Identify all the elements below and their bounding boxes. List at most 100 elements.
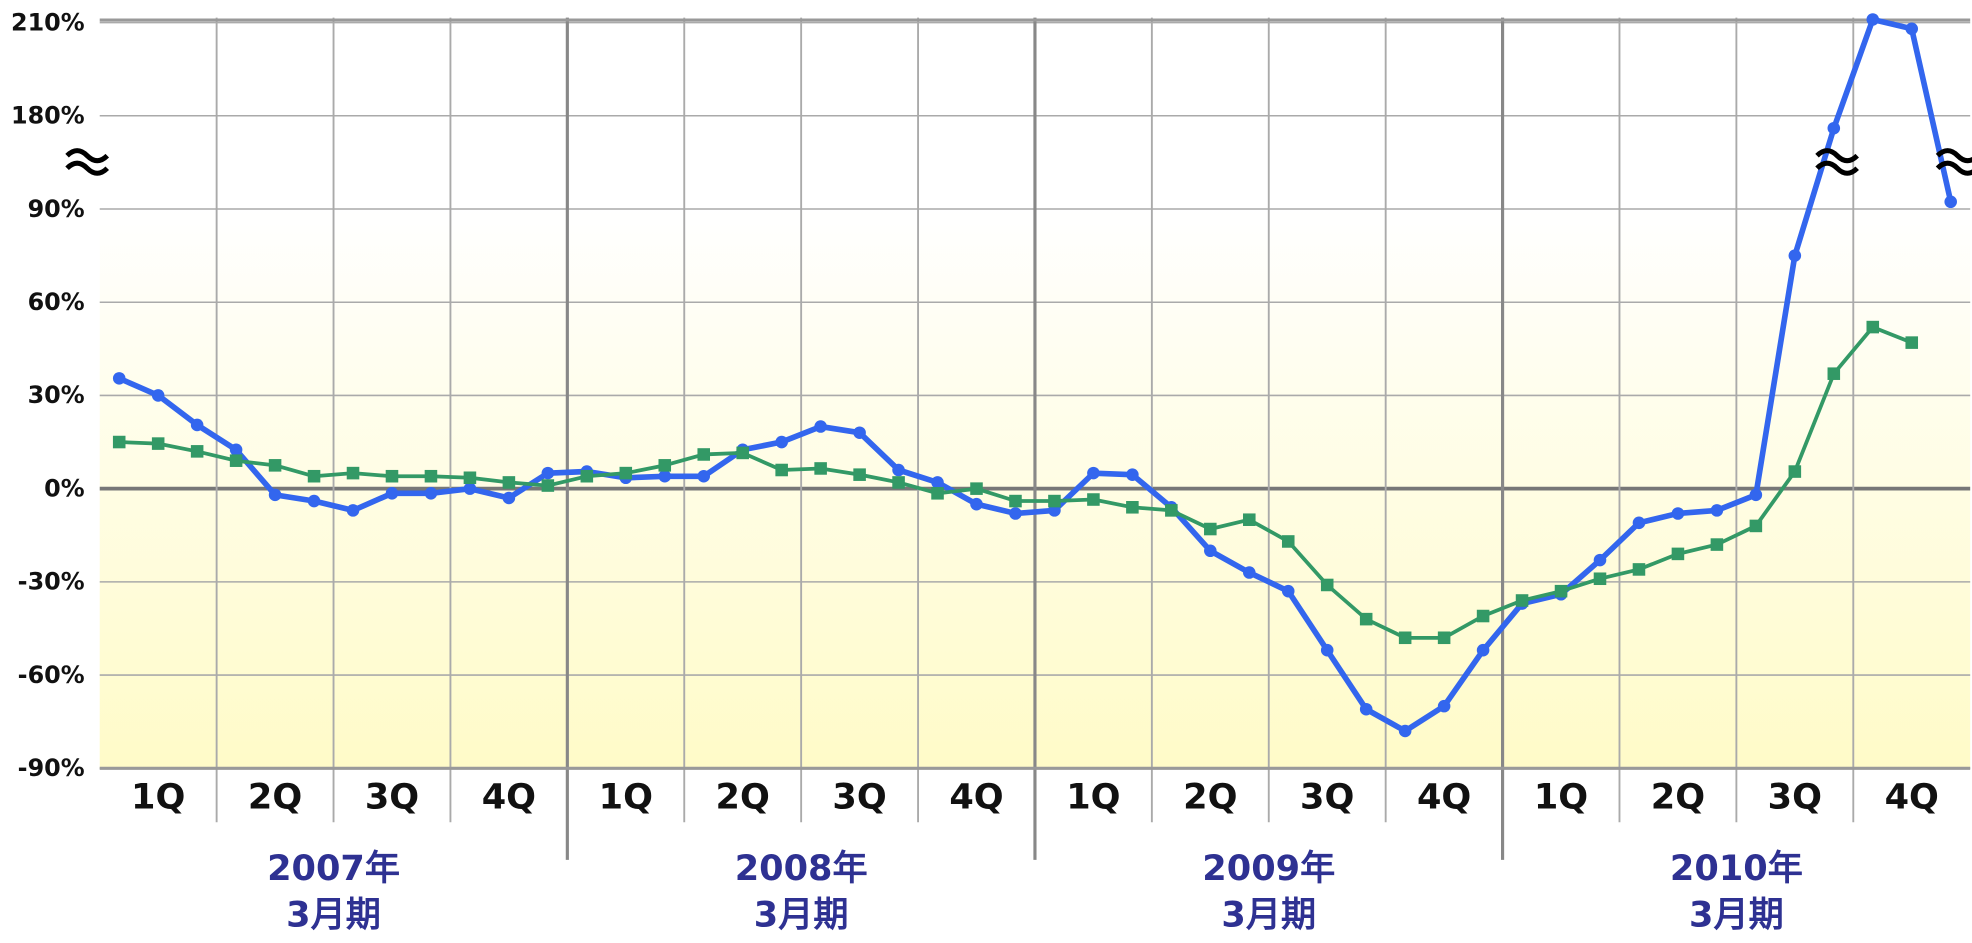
point [151,389,165,402]
point [1359,702,1373,716]
point [1944,195,1957,209]
y-tick-label: 90% [28,195,85,223]
point [853,468,866,481]
point [1165,504,1178,517]
point [268,488,282,502]
labels: -90% -60% -30% 0% 30% 60% 90% 180% 210% 1Q 2Q 3Q 4Q 1… [11,8,1939,935]
quarter-label: 3Q [832,776,886,817]
point [1048,494,1061,508]
point [1009,494,1022,508]
point [892,476,905,489]
quarter-label: 4Q [1417,776,1471,817]
point [502,476,516,489]
point [658,459,672,472]
year-label: 2008年 [735,848,868,889]
point [1437,699,1451,713]
point [1710,504,1724,517]
point [1788,465,1802,478]
quarter-label: 2Q [1183,776,1237,817]
point [892,463,905,477]
point [1671,507,1685,520]
y-tick-label: -90% [18,754,85,782]
point [1437,631,1451,645]
point [346,504,360,517]
point [970,497,983,511]
point [931,476,944,489]
point [970,482,983,495]
point [1554,584,1568,598]
point [814,420,827,433]
point [307,494,321,508]
point [1866,13,1880,26]
point [112,435,126,449]
point [190,445,204,458]
point [1671,547,1685,561]
y-tick-label: 60% [28,288,85,316]
point [1905,22,1919,36]
point [1632,516,1646,530]
year-label: 3月期 [1221,894,1316,935]
point [697,469,711,483]
point [1827,367,1841,380]
point [307,469,321,483]
point [463,482,477,495]
point [385,487,399,500]
break-symbol [65,148,110,176]
quarter-label: 1Q [599,776,653,817]
point [1749,488,1763,502]
year-label: 2009年 [1202,848,1335,889]
year-label: 3月期 [754,894,849,935]
point [268,459,282,472]
point [229,454,243,467]
point [580,469,594,483]
year-label: 2010年 [1670,848,1803,889]
point [1126,501,1139,514]
point [541,479,555,492]
point [1398,631,1412,645]
point [1398,724,1412,738]
point [658,469,672,483]
quarter-label: 2Q [248,776,302,817]
point [463,471,477,485]
point [775,463,788,477]
quarter-label: 4Q [1885,776,1939,817]
y-tick-label: 180% [11,102,85,130]
point [1243,566,1256,579]
point [151,437,165,450]
point [385,469,399,483]
point [1788,249,1802,262]
point [1126,468,1139,481]
marks [112,13,1957,738]
break-symbol [1815,148,1859,176]
point [424,487,438,500]
quarter-label: 2Q [1651,776,1705,817]
point [1204,544,1217,558]
point [1009,507,1022,520]
point [775,435,788,449]
point [1204,522,1217,536]
point [736,446,749,460]
point [1593,572,1607,586]
point [1087,466,1100,480]
point [541,466,555,480]
y-tick-label: -30% [18,568,85,596]
point [424,469,438,483]
grid [99,17,1971,860]
point [1281,584,1295,598]
quarter-label: 4Q [949,776,1003,817]
point [346,466,360,480]
point [1749,519,1763,533]
point [814,462,827,475]
point [502,491,516,505]
point [1476,643,1490,657]
point [1515,594,1529,607]
year-label: 2007年 [267,848,400,889]
y-tick-label: 210% [11,8,85,36]
year-label: 3月期 [1689,894,1784,935]
series-line [118,16,1954,734]
y-tick-label: -60% [18,661,85,689]
quarter-label: 3Q [1768,776,1822,817]
point [1320,578,1334,592]
point [1593,553,1607,567]
